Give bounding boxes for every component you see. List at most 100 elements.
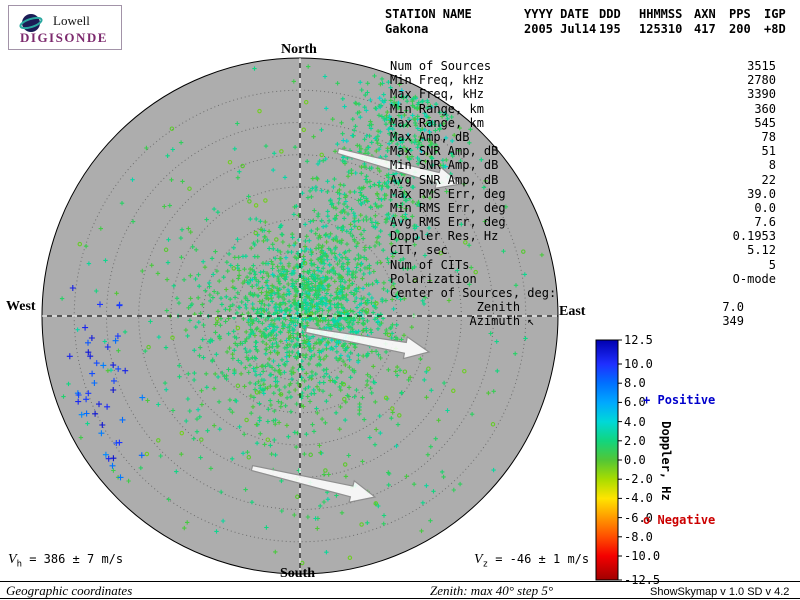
header-col-value: 200: [729, 22, 751, 36]
stats-value: 8: [769, 158, 776, 172]
stats-label: Max SNR Amp, dB: [390, 144, 498, 158]
stats-value: 51: [762, 144, 776, 158]
stats-row: Max RMS Err, deg 39.0: [390, 187, 776, 201]
header-col-label: STATION NAME: [385, 7, 472, 21]
header-col-value: Gakona: [385, 22, 428, 36]
header-col-value: 417: [694, 22, 716, 36]
stats-row: Max Freq, kHz 3390: [390, 87, 776, 101]
stats-value: 78: [762, 130, 776, 144]
stats-value: 22: [762, 173, 776, 187]
stats-value: 349: [722, 314, 744, 328]
stats-row: Azimuth ↖349: [390, 314, 776, 328]
footer-divider-line: [0, 581, 800, 582]
colorbar-tick: -8.0: [624, 530, 653, 544]
colorbar-axis-label: Doppler, Hz: [659, 421, 673, 500]
header-col-value: +8D: [764, 22, 786, 36]
stats-label: Max Freq, kHz: [390, 87, 484, 101]
stats-row: Polarization O-mode: [390, 272, 776, 286]
circle-marker-icon: o: [643, 513, 650, 527]
stats-label: Min SNR Amp, dB: [390, 158, 498, 172]
colorbar-tick: -4.0: [624, 491, 653, 505]
stats-value: 0.1953: [733, 229, 776, 243]
stats-label: Center of Sources, deg:: [390, 286, 556, 300]
stats-value: 5.12: [747, 243, 776, 257]
stats-label: Num of CITs: [390, 258, 469, 272]
stats-panel: Num of Sources3515Min Freq, kHz2780Max F…: [390, 59, 776, 329]
horizontal-velocity: Vh = 386 ± 7 m/s: [8, 552, 123, 569]
compass-west: West: [6, 299, 36, 315]
colorbar-tick: -10.0: [624, 549, 660, 563]
stats-label: Doppler Res, Hz: [390, 229, 498, 243]
stats-label: Avg SNR Amp, dB: [390, 173, 498, 187]
stats-value: 360: [754, 102, 776, 116]
stats-row: Doppler Res, Hz 0.1953: [390, 229, 776, 243]
stats-label: Num of Sources: [390, 59, 491, 73]
stats-label: Max RMS Err, deg: [390, 187, 506, 201]
header-col-label: PPS: [729, 7, 751, 21]
colorbar-tick: 8.0: [624, 376, 646, 390]
stats-row: Min Freq, kHz 2780: [390, 73, 776, 87]
version-label: ShowSkymap v 1.0 SD v 4.2: [650, 586, 789, 598]
colorbar-tick: 12.5: [624, 333, 653, 347]
header-col-label: YYYY DATE: [524, 7, 589, 21]
stats-row: CIT, sec5.12: [390, 243, 776, 257]
compass-north: North: [281, 42, 317, 58]
stats-row: Num of Sources 3515: [390, 59, 776, 73]
stats-label: Polarization: [390, 272, 477, 286]
logo-digisonde-text: DIGISONDE: [20, 30, 108, 46]
vh-value: = 386 ± 7 m/s: [22, 552, 123, 566]
stats-row: Center of Sources, deg:: [390, 286, 776, 300]
stats-row: Max Range, km545: [390, 116, 776, 130]
stats-value: 3515: [747, 59, 776, 73]
stats-row: Num of CITs 5: [390, 258, 776, 272]
stats-label: Min RMS Err, deg: [390, 201, 506, 215]
stats-row: Avg SNR Amp, dB 22: [390, 173, 776, 187]
colorbar-tick: 0.0: [624, 453, 646, 467]
lowell-digisonde-logo: Lowell DIGISONDE: [8, 5, 122, 50]
plus-marker-icon: +: [643, 393, 650, 407]
doppler-colorbar: [596, 340, 622, 580]
stats-label: Min Freq, kHz: [390, 73, 484, 87]
header-col-label: HHMMSS: [639, 7, 682, 21]
vh-symbol: V: [8, 552, 17, 567]
colorbar-tick: 4.0: [624, 415, 646, 429]
stats-row: Min SNR Amp, dB 8: [390, 158, 776, 172]
header-col-label: AXN: [694, 7, 716, 21]
stats-label: Zenith: [390, 300, 520, 314]
colorbar-tick: -12.5: [624, 573, 660, 587]
stats-label: Avg RMS Err, deg: [390, 215, 506, 229]
stats-value: 39.0: [747, 187, 776, 201]
header-col-value: 2005 Jul14: [524, 22, 596, 36]
stats-row: Avg RMS Err, deg 7.6: [390, 215, 776, 229]
stats-value: 2780: [747, 73, 776, 87]
stats-value: 5: [769, 258, 776, 272]
stats-value: 0.0: [754, 201, 776, 215]
showskymap-window: Lowell DIGISONDE STATION NAMEGakona YYYY …: [0, 0, 800, 600]
stats-value: O-mode: [733, 272, 776, 286]
coordinate-system-label: Geographic coordinates: [6, 583, 132, 599]
stats-row: Max Amp, dB 78: [390, 130, 776, 144]
stats-label: Max Range, km: [390, 116, 484, 130]
legend-negative: o Negative: [643, 513, 715, 527]
legend-positive: + Positive: [643, 393, 715, 407]
header-col-value: 125310: [639, 22, 682, 36]
compass-south: South: [280, 566, 315, 582]
stats-row: Zenith 7.0: [390, 300, 776, 314]
stats-row: Min Range, km 360: [390, 102, 776, 116]
colorbar-tick: -2.0: [624, 472, 653, 486]
stats-value: 7.0: [722, 300, 744, 314]
stats-value: 7.6: [754, 215, 776, 229]
vz-value: = -46 ± 1 m/s: [488, 552, 589, 566]
header-col-label: IGP: [764, 7, 786, 21]
legend-positive-label: Positive: [657, 393, 715, 407]
header-col-label: DDD: [599, 7, 621, 21]
stats-label: Max Amp, dB: [390, 130, 469, 144]
zenith-range-label: Zenith: max 40° step 5°: [430, 583, 553, 599]
stats-label: Min Range, km: [390, 102, 484, 116]
vertical-velocity: Vz = -46 ± 1 m/s: [474, 552, 589, 569]
stats-row: Max SNR Amp, dB 51: [390, 144, 776, 158]
vz-symbol: V: [474, 552, 483, 567]
logo-lowell-text: Lowell: [53, 13, 90, 29]
colorbar-tick: 10.0: [624, 357, 653, 371]
stats-value: 3390: [747, 87, 776, 101]
